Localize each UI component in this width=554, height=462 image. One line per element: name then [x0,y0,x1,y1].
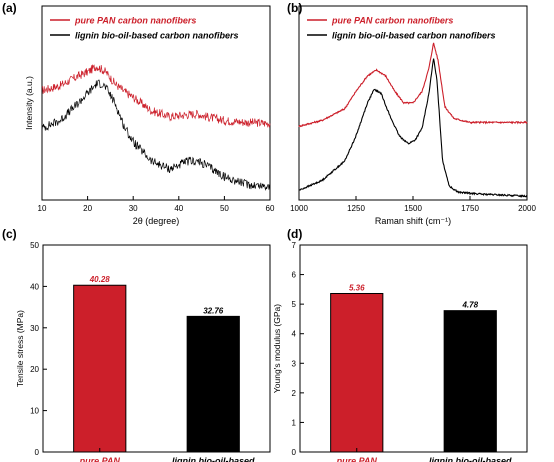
y-tick-label: 30 [30,324,39,333]
x-tick-label: 10 [38,204,47,213]
plot-frame [41,5,271,201]
y-axis-label: Intensity (a.u.) [24,76,34,130]
y-tick-label: 2 [292,389,297,398]
bar-value-label: 40.28 [89,275,111,284]
y-tick-label: 7 [292,241,297,250]
plot-frame [299,244,528,453]
y-tick-label: 6 [292,271,297,280]
legend-label: pure PAN carbon nanofibers [331,16,453,26]
series-line-lignin [298,58,528,198]
category-label: lignin bio-oil-based [429,456,512,462]
bar-pan [330,292,384,453]
panel-d: (d) 0 1 2 3 4 5 6 7 Young's modulus (GPa) 5.36 pure… [272,227,528,462]
y-tick-label: 50 [30,241,39,250]
bar-value-label: 4.78 [461,301,478,310]
category-label: lignin bio-oil-based [172,456,255,462]
x-axis-label: 2θ (degree) [133,216,180,226]
x-tick-label: 20 [83,204,92,213]
y-tick-label: 10 [30,407,39,416]
y-tick-label: 0 [35,448,40,457]
x-tick-label: 30 [129,204,138,213]
panel-label: (b) [287,1,302,15]
y-tick-label: 0 [292,448,297,457]
category-label: pure PAN [79,456,121,462]
series-line-pan [298,42,528,128]
x-tick-label: 50 [220,204,229,213]
series-line-pan [41,64,271,128]
y-tick-label: 20 [30,365,39,374]
bar-pan [73,284,127,453]
y-tick-label: 1 [292,418,297,427]
bar-lignin [443,310,497,453]
y-tick-label: 4 [292,330,297,339]
x-tick-label: 1000 [290,204,308,213]
x-tick-label: 40 [174,204,183,213]
bar-value-label: 32.76 [203,306,224,315]
y-tick-label: 3 [292,359,297,368]
legend-label: lignin bio-oil-based carbon nanofibers [75,31,239,41]
y-tick-label: 5 [292,300,297,309]
y-axis-label: Young's modulus (GPa) [272,304,282,393]
panel-label: (d) [287,227,302,241]
panel-b: (b) 1000 1250 1500 1750 2000 Raman shift (cm⁻¹… [287,1,536,226]
plot-frame [42,244,271,453]
x-tick-label: 1250 [347,204,365,213]
panel-label: (a) [2,1,17,15]
x-tick-label: 1500 [404,204,422,213]
y-tick-label: 40 [30,282,39,291]
panel-c: (c) 0 10 20 30 40 50 Tensile stress (MPa) 40.28 p… [2,227,271,462]
x-tick-label: 60 [266,204,275,213]
y-axis-label: Tensile stress (MPa) [15,310,25,387]
x-tick-label: 1750 [461,204,479,213]
panel-label: (c) [2,227,17,241]
bar-value-label: 5.36 [349,283,365,292]
series-line-lignin [41,79,271,191]
category-label: pure PAN [336,456,378,462]
bar-lignin [186,315,240,453]
x-tick-label: 2000 [518,204,536,213]
x-axis-label: Raman shift (cm⁻¹) [375,216,451,226]
legend-label: lignin bio-oil-based carbon nanofibers [332,31,496,41]
legend-label: pure PAN carbon nanofibers [74,16,196,26]
panel-a: (a) 10 20 30 40 50 60 2θ (degree) Intensity (a.u… [2,1,275,226]
